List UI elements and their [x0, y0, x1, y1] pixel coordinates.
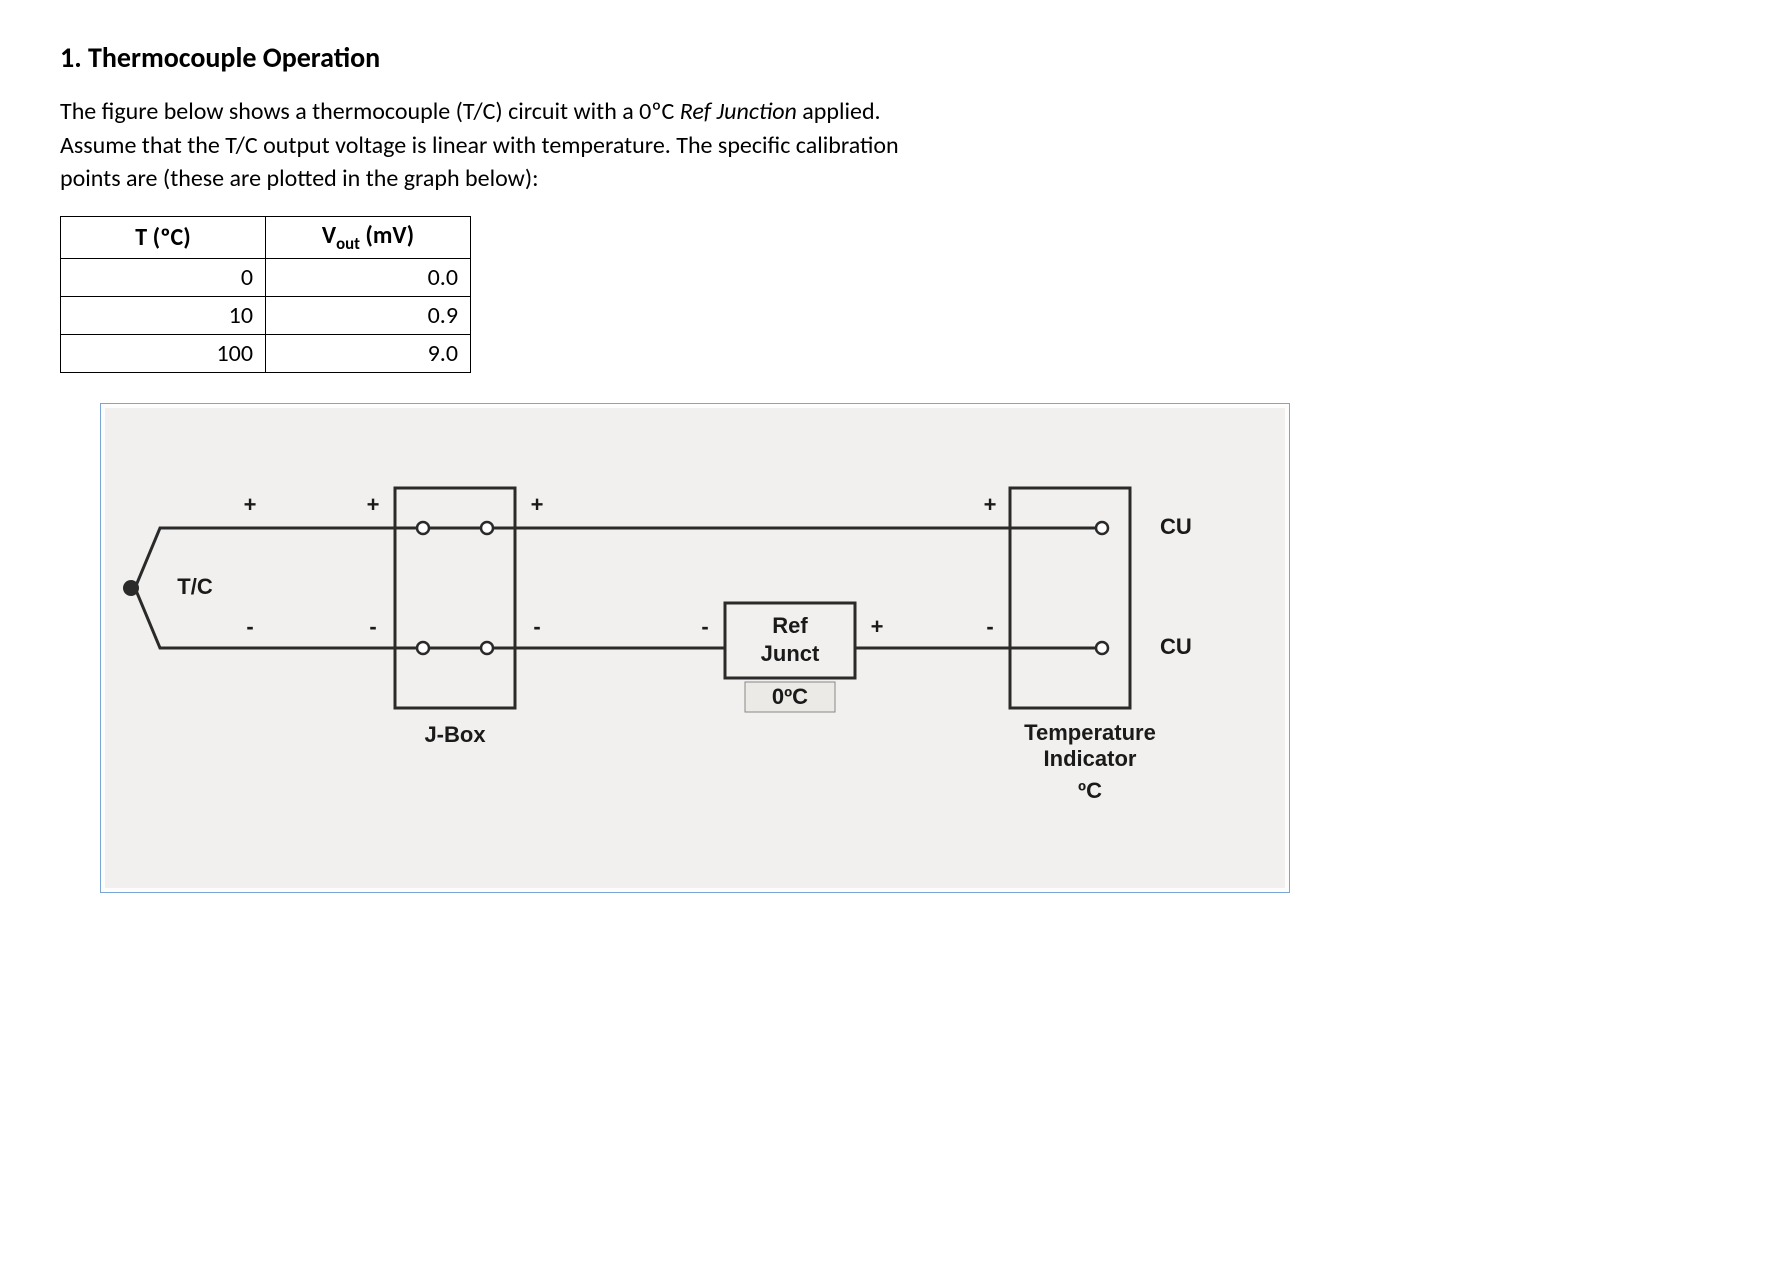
cell-v: 9.0 — [266, 334, 471, 372]
svg-text:+: + — [367, 491, 380, 516]
table-row: 0 0.0 — [61, 258, 471, 296]
svg-text:-: - — [246, 613, 253, 638]
svg-text:Temperature: Temperature — [1024, 719, 1156, 744]
svg-text:+: + — [244, 491, 257, 516]
thermocouple-diagram: T/C J-Box + - + - + - - Ref Junct 0ºC + - + CU CU Tempera… — [105, 408, 1285, 888]
svg-text:-: - — [533, 613, 540, 638]
svg-text:-: - — [369, 613, 376, 638]
svg-text:CU: CU — [1160, 633, 1192, 658]
svg-text:+: + — [871, 613, 884, 638]
vout-post: (mV) — [360, 221, 414, 250]
intro-line3: points are (these are plotted in the gra… — [60, 164, 539, 193]
section-heading: 1. Thermocouple Operation — [60, 40, 1727, 75]
svg-text:Junct: Junct — [761, 640, 820, 665]
table-row: 10 0.9 — [61, 296, 471, 334]
table-header-vout: Vout (mV) — [266, 216, 471, 258]
intro-line1a: The figure below shows a thermocouple (T… — [60, 97, 680, 126]
svg-text:T/C: T/C — [177, 573, 213, 598]
calibration-table: T (ºC) Vout (mV) 0 0.0 10 0.9 100 9.0 — [60, 216, 471, 373]
intro-line2: Assume that the T/C output voltage is li… — [60, 131, 899, 160]
cell-v: 0.9 — [266, 296, 471, 334]
cell-t: 100 — [61, 334, 266, 372]
svg-text:-: - — [986, 613, 993, 638]
table-header-temp: T (ºC) — [61, 216, 266, 258]
intro-line1b: applied. — [797, 97, 881, 126]
svg-text:0ºC: 0ºC — [772, 683, 808, 708]
svg-text:CU: CU — [1160, 513, 1192, 538]
vout-sub: out — [336, 233, 360, 254]
intro-italic: Ref Junction — [680, 97, 797, 126]
svg-text:ºC: ºC — [1078, 777, 1102, 802]
cell-t: 10 — [61, 296, 266, 334]
svg-text:-: - — [701, 613, 708, 638]
circuit-figure: T/C J-Box + - + - + - - Ref Junct 0ºC + - + CU CU Tempera… — [100, 403, 1290, 893]
svg-text:J-Box: J-Box — [424, 721, 486, 746]
svg-text:Indicator: Indicator — [1044, 745, 1137, 770]
svg-text:+: + — [984, 491, 997, 516]
cell-t: 0 — [61, 258, 266, 296]
cell-v: 0.0 — [266, 258, 471, 296]
intro-paragraph: The figure below shows a thermocouple (T… — [60, 95, 1160, 196]
svg-text:Ref: Ref — [772, 612, 808, 637]
svg-text:+: + — [531, 491, 544, 516]
vout-pre: V — [322, 221, 336, 250]
table-row: 100 9.0 — [61, 334, 471, 372]
